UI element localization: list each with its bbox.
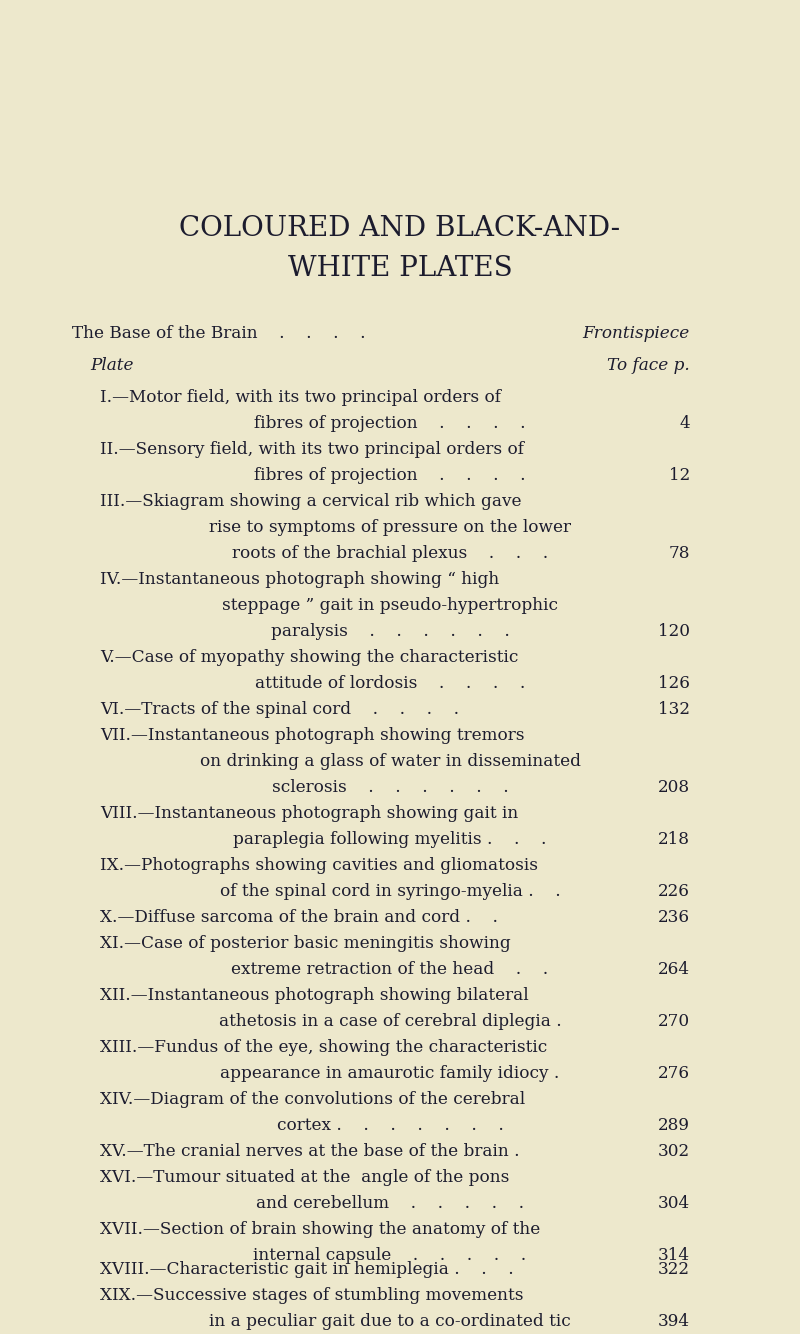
Text: fibres of projection    .    .    .    .: fibres of projection . . . . — [254, 415, 526, 431]
Text: of the spinal cord in syringo-myelia .    .: of the spinal cord in syringo-myelia . . — [220, 883, 560, 899]
Text: 132: 132 — [658, 700, 690, 718]
Text: 302: 302 — [658, 1142, 690, 1159]
Text: I.—Motor field, with its two principal orders of: I.—Motor field, with its two principal o… — [100, 388, 501, 406]
Text: fibres of projection    .    .    .    .: fibres of projection . . . . — [254, 467, 526, 483]
Text: 314: 314 — [658, 1246, 690, 1263]
Text: XIII.—Fundus of the eye, showing the characteristic: XIII.—Fundus of the eye, showing the cha… — [100, 1038, 547, 1055]
Text: VI.—Tracts of the spinal cord    .    .    .    .: VI.—Tracts of the spinal cord . . . . — [100, 700, 459, 718]
Text: COLOURED AND BLACK-AND-: COLOURED AND BLACK-AND- — [179, 215, 621, 241]
Text: paraplegia following myelitis .    .    .: paraplegia following myelitis . . . — [234, 831, 546, 847]
Text: sclerosis    .    .    .    .    .    .: sclerosis . . . . . . — [272, 779, 508, 795]
Text: To face p.: To face p. — [607, 356, 690, 374]
Text: paralysis    .    .    .    .    .    .: paralysis . . . . . . — [270, 623, 510, 639]
Text: attitude of lordosis    .    .    .    .: attitude of lordosis . . . . — [255, 675, 525, 691]
Text: 226: 226 — [658, 883, 690, 899]
Text: XIX.—Successive stages of stumbling movements: XIX.—Successive stages of stumbling move… — [100, 1286, 523, 1303]
Text: steppage ” gait in pseudo-hypertrophic: steppage ” gait in pseudo-hypertrophic — [222, 596, 558, 614]
Text: athetosis in a case of cerebral diplegia .: athetosis in a case of cerebral diplegia… — [218, 1013, 562, 1030]
Text: WHITE PLATES: WHITE PLATES — [288, 255, 512, 281]
Text: The Base of the Brain    .    .    .    .: The Base of the Brain . . . . — [72, 324, 366, 342]
Text: 322: 322 — [658, 1261, 690, 1278]
Text: 289: 289 — [658, 1117, 690, 1134]
Text: Frontispiece: Frontispiece — [582, 324, 690, 342]
Text: XI.—Case of posterior basic meningitis showing: XI.—Case of posterior basic meningitis s… — [100, 935, 510, 951]
Text: 4: 4 — [679, 415, 690, 431]
Text: XII.—Instantaneous photograph showing bilateral: XII.—Instantaneous photograph showing bi… — [100, 987, 529, 1003]
Text: XV.—The cranial nerves at the base of the brain .: XV.—The cranial nerves at the base of th… — [100, 1142, 520, 1159]
Text: VIII.—Instantaneous photograph showing gait in: VIII.—Instantaneous photograph showing g… — [100, 804, 518, 822]
Text: 270: 270 — [658, 1013, 690, 1030]
Text: rise to symptoms of pressure on the lower: rise to symptoms of pressure on the lowe… — [209, 519, 571, 535]
Text: Plate: Plate — [90, 356, 134, 374]
Text: III.—Skiagram showing a cervical rib which gave: III.—Skiagram showing a cervical rib whi… — [100, 492, 522, 510]
Text: cortex .    .    .    .    .    .    .: cortex . . . . . . . — [277, 1117, 503, 1134]
Text: 276: 276 — [658, 1065, 690, 1082]
Text: XVII.—Section of brain showing the anatomy of the: XVII.—Section of brain showing the anato… — [100, 1221, 540, 1238]
Text: 264: 264 — [658, 960, 690, 978]
Text: 208: 208 — [658, 779, 690, 795]
Text: 78: 78 — [669, 544, 690, 562]
Text: 236: 236 — [658, 908, 690, 926]
Text: XIV.—Diagram of the convolutions of the cerebral: XIV.—Diagram of the convolutions of the … — [100, 1090, 525, 1107]
Text: roots of the brachial plexus    .    .    .: roots of the brachial plexus . . . — [232, 544, 548, 562]
Text: 12: 12 — [669, 467, 690, 483]
Text: on drinking a glass of water in disseminated: on drinking a glass of water in dissemin… — [199, 752, 581, 770]
Text: II.—Sensory field, with its two principal orders of: II.—Sensory field, with its two principa… — [100, 440, 524, 458]
Text: XVIII.—Characteristic gait in hemiplegia .    .    .: XVIII.—Characteristic gait in hemiplegia… — [100, 1261, 514, 1278]
Text: 126: 126 — [658, 675, 690, 691]
Text: internal capsule    .    .    .    .    .: internal capsule . . . . . — [254, 1246, 526, 1263]
Text: in a peculiar gait due to a co-ordinated tic: in a peculiar gait due to a co-ordinated… — [209, 1313, 571, 1330]
Text: XVI.—Tumour situated at the  angle of the pons: XVI.—Tumour situated at the angle of the… — [100, 1169, 510, 1186]
Text: IV.—Instantaneous photograph showing “ high: IV.—Instantaneous photograph showing “ h… — [100, 571, 499, 587]
Text: appearance in amaurotic family idiocy .: appearance in amaurotic family idiocy . — [220, 1065, 560, 1082]
Text: and cerebellum    .    .    .    .    .: and cerebellum . . . . . — [256, 1194, 524, 1211]
Text: 304: 304 — [658, 1194, 690, 1211]
Text: V.—Case of myopathy showing the characteristic: V.—Case of myopathy showing the characte… — [100, 648, 518, 666]
Text: VII.—Instantaneous photograph showing tremors: VII.—Instantaneous photograph showing tr… — [100, 727, 525, 743]
Text: X.—Diffuse sarcoma of the brain and cord .    .: X.—Diffuse sarcoma of the brain and cord… — [100, 908, 498, 926]
Text: IX.—Photographs showing cavities and gliomatosis: IX.—Photographs showing cavities and gli… — [100, 856, 538, 874]
Text: 218: 218 — [658, 831, 690, 847]
Text: extreme retraction of the head    .    .: extreme retraction of the head . . — [231, 960, 549, 978]
Text: 120: 120 — [658, 623, 690, 639]
Text: 394: 394 — [658, 1313, 690, 1330]
